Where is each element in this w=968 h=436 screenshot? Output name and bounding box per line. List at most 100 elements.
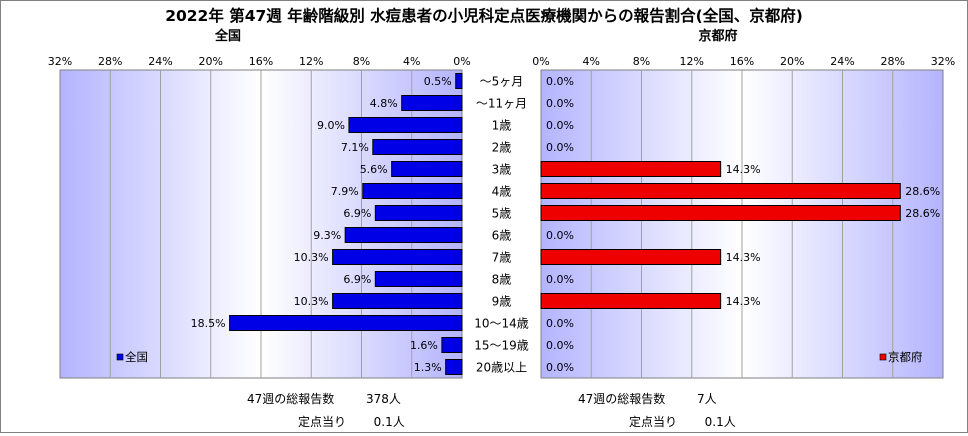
- right-bar: [540, 293, 722, 309]
- right-bar-value-label: 14.3%: [726, 295, 761, 308]
- left-bar-value-label: 7.9%: [331, 185, 359, 198]
- right-x-tick-label: 0%: [532, 55, 549, 68]
- chart-title: 2022年 第47週 年齢階級別 水痘患者の小児科定点医療機関からの報告割合(全…: [165, 6, 803, 25]
- national-total-label: 47週の総報告数: [247, 392, 335, 406]
- left-bar-value-label: 4.8%: [370, 97, 398, 110]
- category-label: 2歳: [492, 141, 512, 155]
- kyoto-total-label: 47週の総報告数: [578, 392, 666, 406]
- left-bar-value-label: 9.3%: [313, 229, 341, 242]
- left-x-tick-label: 28%: [98, 55, 122, 68]
- left-bar-value-label: 7.1%: [341, 141, 369, 154]
- left-bar: [455, 73, 463, 89]
- right-bar-value-label: 0.0%: [546, 273, 574, 286]
- left-bar: [372, 139, 463, 155]
- left-bar: [391, 161, 463, 177]
- left-bar: [441, 337, 463, 353]
- category-label: 6歳: [492, 229, 512, 243]
- category-label: 8歳: [492, 273, 512, 287]
- national-per-value: 0.1人: [373, 415, 405, 429]
- left-x-tick-label: 20%: [199, 55, 223, 68]
- left-bar-value-label: 5.6%: [360, 163, 388, 176]
- category-label: 1歳: [492, 119, 512, 133]
- right-x-tick-label: 28%: [881, 55, 905, 68]
- right-bar-value-label: 0.0%: [546, 229, 574, 242]
- legend-kyoto-swatch: [879, 353, 887, 361]
- kyoto-per-row: 定点当り 0.1人: [629, 413, 736, 430]
- right-x-tick-label: 8%: [633, 55, 650, 68]
- right-bar-value-label: 0.0%: [546, 119, 574, 132]
- category-label: ～5ヶ月: [480, 75, 524, 89]
- left-bar-value-label: 10.3%: [294, 251, 329, 264]
- category-label: 3歳: [492, 163, 512, 177]
- left-bar: [401, 95, 463, 111]
- kyoto-per-label: 定点当り: [629, 415, 678, 429]
- right-bar-value-label: 0.0%: [546, 339, 574, 352]
- legend-national: 全国: [116, 350, 148, 364]
- right-x-tick-label: 20%: [780, 55, 804, 68]
- left-value-labels: 0.5%4.8%9.0%7.1%5.6%7.9%6.9%9.3%10.3%6.9…: [191, 75, 452, 374]
- category-label: 5歳: [492, 207, 512, 221]
- right-x-tick-label: 32%: [931, 55, 955, 68]
- category-label: 4歳: [492, 185, 512, 199]
- category-label: 15～19歳: [474, 339, 529, 353]
- left-x-tick-label: 12%: [299, 55, 323, 68]
- right-x-tick-label: 24%: [830, 55, 854, 68]
- right-gridlines: [590, 70, 894, 378]
- right-bar: [540, 205, 901, 221]
- national-per-label: 定点当り: [298, 415, 347, 429]
- left-bar: [229, 315, 463, 331]
- category-label: ～11ヶ月: [476, 97, 527, 111]
- right-bar-value-label: 14.3%: [726, 251, 761, 264]
- left-bar-value-label: 10.3%: [294, 295, 329, 308]
- left-bar: [445, 359, 463, 375]
- right-x-tick-label: 12%: [680, 55, 704, 68]
- right-x-tick-label: 4%: [583, 55, 600, 68]
- left-x-tick-label: 8%: [353, 55, 370, 68]
- left-x-tick-label: 16%: [249, 55, 273, 68]
- right-x-axis: 0% 4% 8% 12% 16% 20% 24% 28% 32%: [532, 55, 955, 68]
- left-x-tick-label: 32%: [48, 55, 72, 68]
- kyoto-total-value: 7人: [696, 392, 717, 406]
- left-bar: [374, 205, 463, 221]
- left-bar: [362, 183, 463, 199]
- category-label: 10～14歳: [474, 317, 529, 331]
- left-x-axis: 32% 28% 24% 20% 16% 12% 8% 4% 0%: [48, 55, 471, 68]
- right-bar-value-label: 0.0%: [546, 361, 574, 374]
- right-bar-value-label: 0.0%: [546, 97, 574, 110]
- legend-kyoto: 京都府: [879, 350, 923, 364]
- left-bar: [332, 249, 463, 265]
- left-bar-value-label: 1.6%: [410, 339, 438, 352]
- left-bar-value-label: 6.9%: [343, 273, 371, 286]
- left-bar-value-label: 0.5%: [424, 75, 452, 88]
- left-x-tick-label: 0%: [453, 55, 470, 68]
- left-x-tick-label: 4%: [403, 55, 420, 68]
- left-bar-value-label: 9.0%: [317, 119, 345, 132]
- legend-national-label: 全国: [125, 350, 148, 364]
- left-bar-value-label: 18.5%: [191, 317, 226, 330]
- left-bar: [344, 227, 463, 243]
- legend-national-swatch: [116, 353, 124, 361]
- kyoto-per-value: 0.1人: [704, 415, 736, 429]
- left-bar: [374, 271, 463, 287]
- left-bar: [332, 293, 463, 309]
- category-label: 7歳: [492, 251, 512, 265]
- kyoto-total-row: 47週の総報告数 7人: [578, 390, 717, 407]
- national-total-row: 47週の総報告数 378人: [247, 390, 401, 407]
- left-panel-title: 全国: [214, 28, 241, 44]
- left-bar-value-label: 6.9%: [343, 207, 371, 220]
- left-bar-value-label: 1.3%: [414, 361, 442, 374]
- right-value-labels: 0.0% 0.0% 0.0% 0.0% 14.3% 28.6% 28.6% 0.0% 14.3%…: [546, 75, 940, 374]
- right-bar: [540, 249, 722, 265]
- right-bar-value-label: 28.6%: [905, 207, 940, 220]
- right-panel-title: 京都府: [698, 28, 737, 44]
- right-bar-value-label: 14.3%: [726, 163, 761, 176]
- right-bar-value-label: 0.0%: [546, 141, 574, 154]
- left-x-tick-label: 24%: [148, 55, 172, 68]
- right-bar: [540, 161, 722, 177]
- right-x-tick-label: 16%: [730, 55, 754, 68]
- left-bars: [229, 73, 463, 375]
- left-bar: [348, 117, 463, 133]
- right-bar-value-label: 0.0%: [546, 75, 574, 88]
